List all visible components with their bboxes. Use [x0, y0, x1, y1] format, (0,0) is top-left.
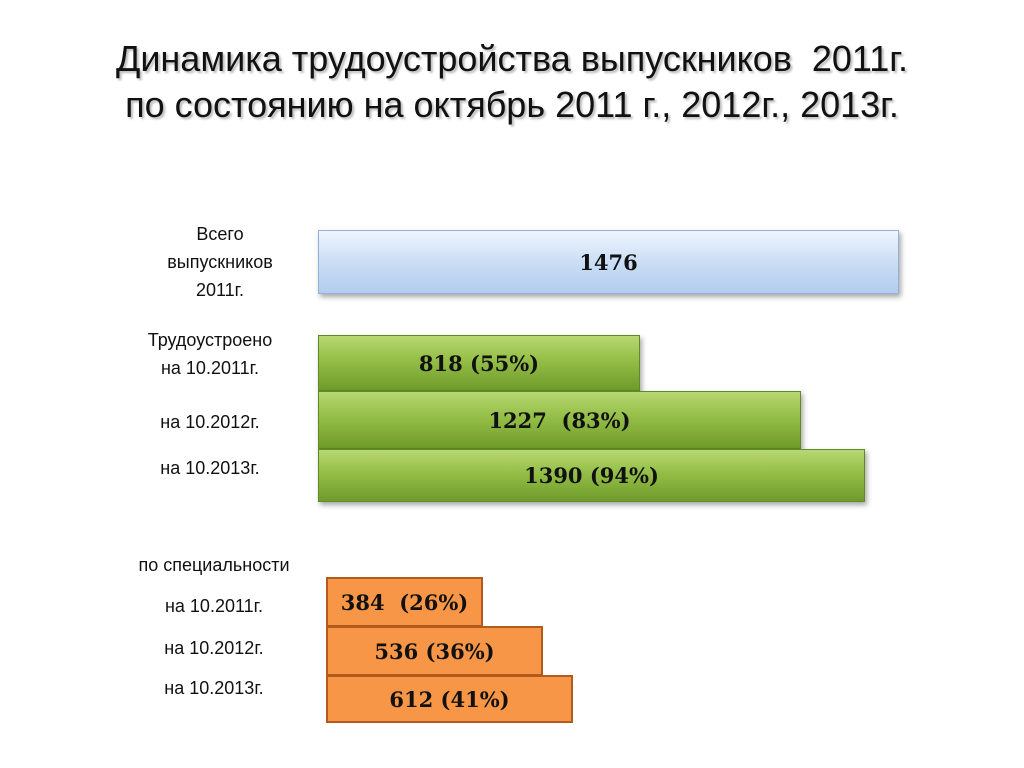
label-employed-2013: на 10.2013г.: [160, 458, 260, 478]
label-total: Всего выпускников 2011г.: [130, 220, 310, 304]
bar-specialty-6: 612 (41%): [326, 675, 573, 723]
label-employed-line-2: на 10.2011г.: [160, 358, 260, 378]
page-title: Динамика трудоустройства выпускников 201…: [0, 36, 1024, 128]
title-line-2: по состоянию на октябрь 2011 г., 2012г.,…: [125, 84, 899, 125]
label-employed-2011: Трудоустроено на 10.2011г.: [110, 326, 310, 382]
label-total-line-3: 2011г.: [195, 280, 245, 300]
bar-specialty-5: 536 (36%): [326, 626, 543, 676]
label-specialty-2011: на 10.2011г.: [164, 596, 264, 616]
bar-employed-3: 1390 (94%): [318, 449, 865, 502]
bar-employed-1: 818 (55%): [318, 335, 640, 391]
label-specialty-2012: на 10.2012г.: [164, 638, 264, 658]
bar-total-0: 1476: [318, 230, 899, 294]
label-total-line-2: выпускников: [167, 252, 273, 272]
label-specialty-heading: по специальности: [138, 555, 290, 575]
bar-specialty-4: 384 (26%): [326, 577, 483, 627]
label-specialty-2013: на 10.2013г.: [164, 678, 264, 698]
label-employed-2012: на 10.2012г.: [160, 412, 260, 432]
label-total-line-1: Всего: [196, 224, 244, 244]
label-employed-line-1: Трудоустроено: [147, 330, 273, 350]
title-line-1: Динамика трудоустройства выпускников 201…: [115, 38, 909, 79]
bar-employed-2: 1227 (83%): [318, 391, 801, 449]
